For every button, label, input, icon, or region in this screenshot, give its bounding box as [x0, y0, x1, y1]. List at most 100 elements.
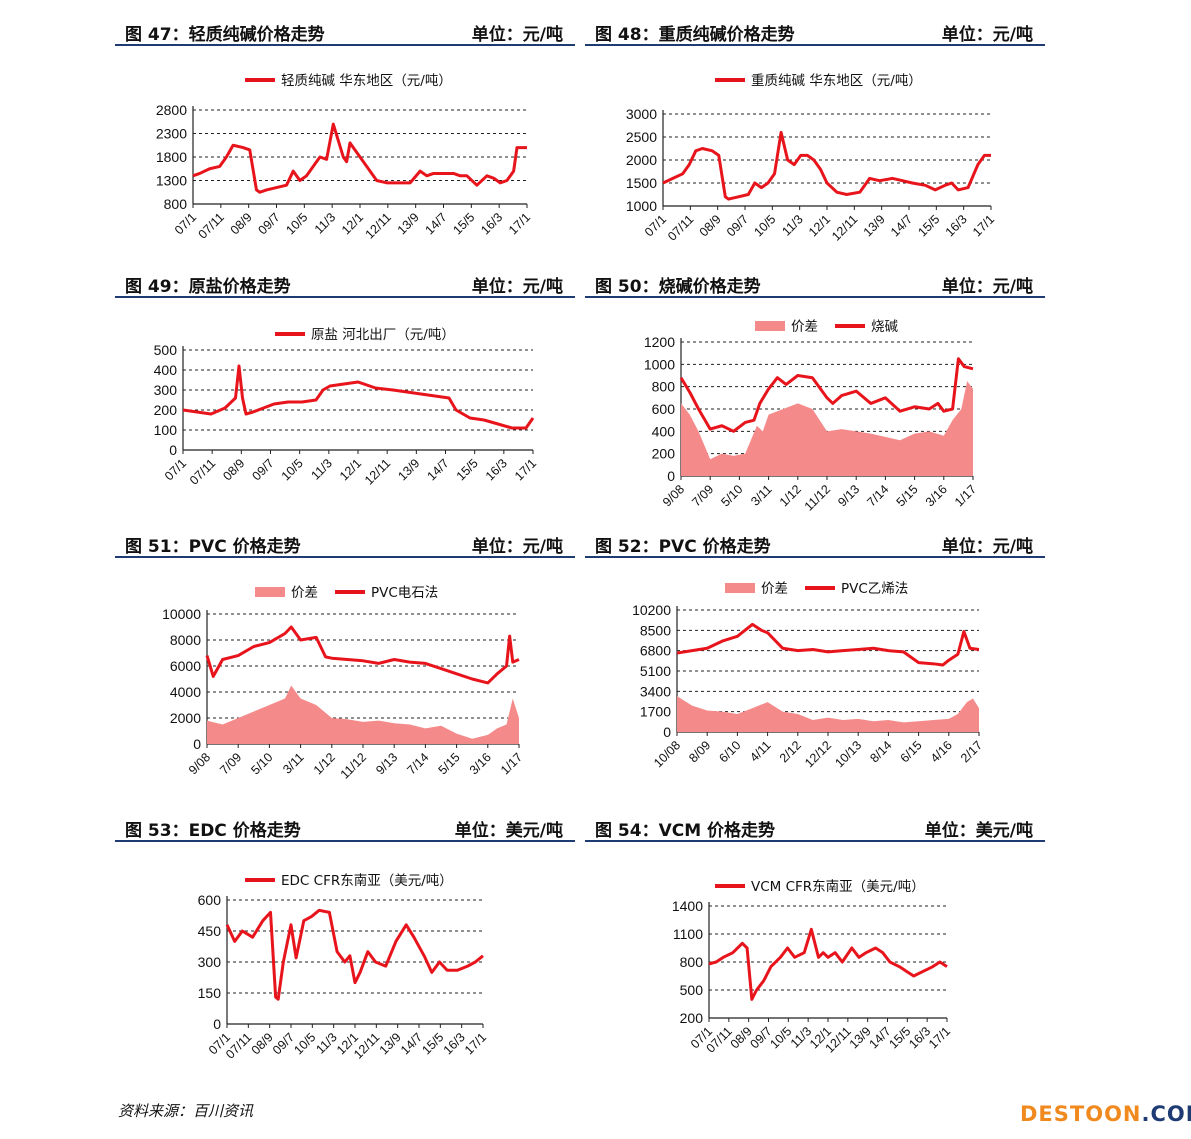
x-tick-label: 9/08 — [660, 482, 687, 509]
x-tick-label: 4/11 — [747, 738, 773, 764]
x-tick-label: 2/17 — [958, 738, 985, 765]
y-tick-label: 1000 — [644, 356, 675, 372]
x-tick-label: 07/1 — [172, 210, 199, 237]
x-tick-label: 13/9 — [395, 210, 422, 237]
legend-label: 烧碱 — [871, 319, 899, 335]
series-area-价差 — [207, 685, 519, 744]
x-tick-label: 12/1 — [339, 210, 366, 237]
y-tick-label: 100 — [154, 422, 178, 438]
panel-header: 图 47：轻质纯碱价格走势 单位：元/吨 — [115, 16, 575, 46]
panel-unit: 单位：元/吨 — [471, 25, 563, 45]
x-tick-label: 11/3 — [779, 212, 805, 238]
legend-swatch — [255, 587, 285, 597]
chart: 0 100 200 300 400 500 07/107/11 08/9 09/7 10/5 11/… — [154, 327, 540, 488]
panel-header: 图 52：PVC 价格走势 单位：元/吨 — [585, 528, 1045, 558]
y-tick-label: 1100 — [673, 926, 703, 942]
x-tick-label: 12/11 — [363, 210, 394, 241]
x-tick-label: 09/7 — [250, 456, 277, 483]
series-line-EDC CFR东南亚（美元/吨） — [225, 908, 484, 1001]
x-tick-label: 09/7 — [270, 1030, 297, 1057]
x-tick-label: 6/10 — [716, 738, 743, 765]
x-tick-label: 10/13 — [832, 738, 864, 770]
x-tick-label: 07/1 — [162, 456, 189, 483]
x-tick-label: 7/09 — [217, 750, 244, 777]
y-tick-label: 2300 — [156, 126, 187, 142]
y-tick-label: 0 — [667, 468, 675, 484]
panel-unit: 单位：元/吨 — [941, 25, 1033, 45]
logo-text: DESTOON — [1020, 1102, 1142, 1126]
y-tick-label: 6000 — [170, 658, 201, 674]
x-tick-label: 16/3 — [943, 212, 970, 239]
y-tick-label: 10000 — [162, 606, 201, 622]
panel-unit: 单位：元/吨 — [941, 537, 1033, 557]
x-tick-label: 3/16 — [923, 482, 950, 509]
y-tick-label: 200 — [652, 446, 676, 462]
x-tick-label: 13/9 — [377, 1030, 404, 1057]
panel-header: 图 54：VCM 价格走势 单位：美元/吨 — [585, 812, 1045, 842]
panel-unit: 单位：美元/吨 — [924, 821, 1033, 841]
x-tick-label: 3/16 — [467, 750, 494, 777]
x-tick-label: 12/11 — [362, 456, 393, 487]
x-tick-label: 11/12 — [802, 482, 833, 513]
panel-unit: 单位：元/吨 — [471, 537, 563, 557]
series-line-轻质纯碱 华东地区（元/吨） — [192, 122, 527, 194]
panel-unit: 单位：元/吨 — [471, 277, 563, 297]
panel-title: 图 51：PVC 价格走势 — [125, 537, 301, 557]
site-logo: DESTOON.COM — [1020, 1102, 1191, 1126]
x-tick-label: 1/12 — [311, 750, 338, 777]
y-tick-label: 3400 — [640, 683, 671, 699]
y-tick-label: 2000 — [170, 710, 201, 726]
panel-title: 图 48：重质纯碱价格走势 — [595, 25, 795, 45]
series-line-VCM CFR东南亚（美元/吨） — [708, 927, 948, 1001]
x-tick-label: 07/11 — [187, 456, 218, 487]
y-tick-label: 300 — [154, 382, 178, 398]
x-tick-label: 7/14 — [404, 750, 431, 777]
x-tick-label: 12/11 — [829, 212, 860, 243]
y-tick-label: 450 — [198, 923, 222, 939]
x-tick-label: 5/10 — [718, 482, 745, 509]
x-tick-label: 5/10 — [248, 750, 275, 777]
y-tick-label: 400 — [652, 423, 676, 439]
x-tick-label: 14/7 — [423, 210, 450, 237]
y-tick-label: 500 — [680, 982, 704, 998]
x-tick-label: 08/9 — [228, 210, 255, 237]
y-tick-label: 800 — [652, 379, 676, 395]
legend-label: 原盐 河北出厂（元/吨） — [311, 327, 455, 343]
legend-label: 价差 — [761, 581, 788, 597]
x-tick-label: 12/12 — [802, 738, 834, 770]
x-tick-label: 12/1 — [337, 456, 364, 483]
y-tick-label: 150 — [198, 985, 222, 1001]
chart: 1000 1500 2000 2500 3000 07/107/11 08/9 09/7 10/… — [626, 73, 997, 244]
x-tick-label: 09/7 — [724, 212, 751, 239]
x-tick-label: 15/5 — [419, 1030, 446, 1057]
x-tick-label: 17/1 — [506, 210, 533, 237]
legend-swatch — [725, 583, 755, 593]
x-tick-label: 08/9 — [697, 212, 724, 239]
chart: 015030045060007/107/1108/909/710/511/312… — [198, 873, 490, 1062]
y-tick-label: 300 — [198, 954, 222, 970]
panel-header: 图 50：烧碱价格走势 单位：元/吨 — [585, 268, 1045, 298]
x-tick-label: 16/3 — [478, 210, 505, 237]
x-tick-label: 11/3 — [312, 210, 338, 236]
x-tick-label: 15/5 — [450, 210, 477, 237]
y-tick-label: 2000 — [626, 152, 657, 168]
x-tick-label: 14/7 — [398, 1030, 425, 1057]
x-tick-label: 4/16 — [928, 738, 955, 765]
legend-swatch — [755, 321, 785, 331]
x-tick-label: 13/9 — [861, 212, 888, 239]
y-tick-label: 1000 — [626, 198, 657, 214]
x-tick-label: 1/17 — [498, 750, 525, 777]
legend-label: PVC电石法 — [371, 585, 438, 601]
y-tick-label: 2800 — [156, 102, 187, 118]
legend-label: 重质纯碱 华东地区（元/吨） — [751, 73, 922, 89]
source-note: 资料来源：百川资讯 — [118, 1102, 254, 1120]
y-tick-label: 8500 — [640, 622, 671, 638]
y-tick-label: 200 — [154, 402, 178, 418]
y-tick-label: 1300 — [156, 173, 187, 189]
panel-header: 图 51：PVC 价格走势 单位：元/吨 — [115, 528, 575, 558]
panel-unit: 单位：美元/吨 — [454, 821, 563, 841]
x-tick-label: 10/5 — [291, 1030, 318, 1057]
series-line-烧碱 — [679, 357, 974, 433]
x-tick-label: 07/11 — [665, 212, 696, 243]
